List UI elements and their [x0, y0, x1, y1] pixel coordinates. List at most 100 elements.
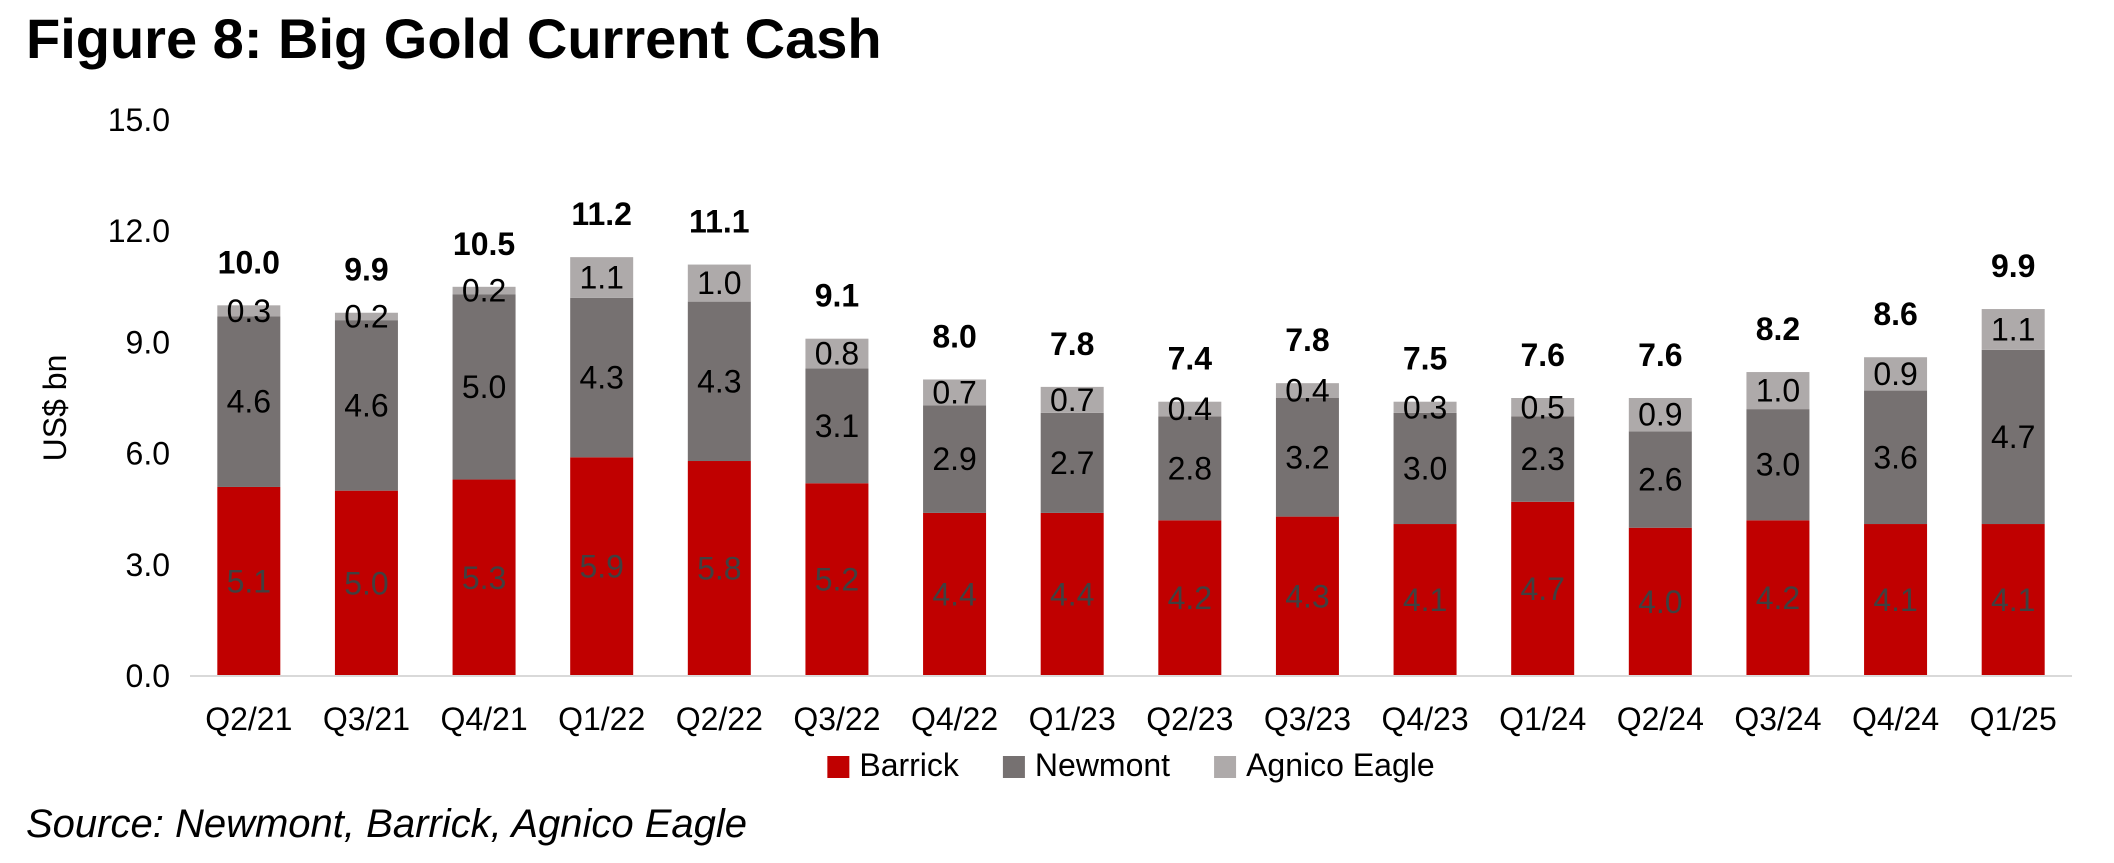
legend-item-barrick: Barrick — [827, 747, 960, 783]
data-label: 4.3 — [1285, 578, 1329, 614]
data-label: 5.3 — [462, 560, 506, 596]
bar-stack: 4.1 4.7 1.1 9.9 — [1981, 248, 2045, 676]
data-label: 5.2 — [815, 562, 859, 598]
bar-segment-agnico-eagle — [805, 338, 869, 369]
bar-segment-agnico-eagle — [1511, 398, 1575, 417]
data-label: 5.0 — [344, 565, 388, 601]
bar-segment-barrick — [217, 486, 281, 676]
bar-segment-agnico-eagle — [923, 379, 987, 406]
x-tick-label: Q2/24 — [1617, 701, 1704, 737]
bar-segment-agnico-eagle — [1746, 372, 1810, 410]
bar-segment-agnico-eagle — [1158, 401, 1222, 417]
data-label: 3.0 — [1403, 450, 1447, 486]
bar-stack: 4.7 2.3 0.5 7.6 — [1511, 337, 1575, 676]
bar-stack: 4.2 3.0 1.0 8.2 — [1746, 311, 1810, 676]
bar-stack: 5.3 5.0 0.2 10.5 — [452, 226, 516, 676]
legend-swatch — [1002, 756, 1025, 778]
data-label: 0.9 — [1638, 397, 1682, 433]
y-tick-label: 6.0 — [126, 436, 170, 472]
data-label: 4.4 — [1050, 576, 1094, 612]
bar-segment-newmont — [1746, 409, 1810, 521]
data-label: 0.7 — [932, 374, 976, 410]
data-label: 4.4 — [932, 576, 976, 612]
bar-segment-newmont — [570, 297, 634, 458]
data-label: 4.7 — [1991, 419, 2035, 455]
bar-segment-agnico-eagle — [1981, 309, 2045, 350]
x-tick-label: Q4/21 — [440, 701, 527, 737]
bar-segment-newmont — [1158, 416, 1222, 521]
legend-label: Agnico Eagle — [1246, 747, 1435, 783]
total-label: 9.9 — [1991, 248, 2035, 284]
y-tick-label: 12.0 — [108, 213, 170, 249]
data-label: 2.6 — [1638, 462, 1682, 498]
legend-label: Newmont — [1035, 747, 1170, 783]
bar-segment-newmont — [923, 405, 987, 513]
data-label: 0.5 — [1520, 389, 1564, 425]
bar-segment-newmont — [687, 301, 751, 462]
x-tick-label: Q3/21 — [323, 701, 410, 737]
bar-segment-agnico-eagle — [217, 305, 281, 317]
data-label: 4.2 — [1168, 580, 1212, 616]
total-label: 9.1 — [815, 278, 859, 314]
data-label: 2.8 — [1168, 450, 1212, 486]
y-tick-label: 0.0 — [126, 658, 170, 694]
total-label: 8.0 — [932, 318, 976, 354]
bar-stack: 4.0 2.6 0.9 7.6 — [1628, 337, 1692, 676]
data-label: 3.6 — [1873, 439, 1917, 475]
data-label: 2.3 — [1520, 441, 1564, 477]
bar-stack: 4.1 3.0 0.3 7.5 — [1393, 341, 1457, 676]
data-label: 4.1 — [1873, 582, 1917, 618]
data-label: 1.0 — [697, 265, 741, 301]
source-note: Source: Newmont, Barrick, Agnico Eagle — [26, 802, 748, 846]
bar-segment-newmont — [1981, 349, 2045, 525]
bar-segment-agnico-eagle — [687, 264, 751, 302]
data-label: 0.2 — [462, 273, 506, 309]
bar-stack: 5.2 3.1 0.8 9.1 — [805, 278, 869, 676]
data-label: 0.4 — [1168, 391, 1212, 427]
bar-segment-barrick — [1864, 524, 1928, 676]
data-label: 0.3 — [227, 293, 271, 329]
total-label: 7.5 — [1403, 341, 1447, 377]
legend-swatch — [1214, 756, 1237, 778]
data-label: 5.8 — [697, 551, 741, 587]
data-label: 5.1 — [227, 563, 271, 599]
bar-segment-barrick — [570, 457, 634, 676]
x-axis: Q2/21 Q3/21 Q4/21 Q1/22 Q2/22 Q3/22 Q4/22 Q1/23… — [190, 675, 2072, 737]
bar-segment-barrick — [1511, 501, 1575, 676]
data-label: 4.1 — [1991, 582, 2035, 618]
total-label: 7.8 — [1285, 322, 1329, 358]
legend-label: Barrick — [859, 747, 960, 783]
total-label: 7.8 — [1050, 326, 1094, 362]
x-tick-label: Q1/25 — [1970, 701, 2057, 737]
bar-segment-agnico-eagle — [1628, 398, 1692, 432]
data-label: 3.1 — [815, 408, 859, 444]
data-label: 2.9 — [932, 441, 976, 477]
data-label: 4.6 — [227, 384, 271, 420]
x-tick-label: Q2/23 — [1146, 701, 1233, 737]
y-tick-label: 3.0 — [126, 547, 170, 583]
bar-segment-barrick — [334, 490, 398, 676]
data-label: 5.9 — [579, 549, 623, 585]
bar-segment-newmont — [1628, 431, 1692, 528]
bars-layer: 5.14.60.310.05.04.60.29.95.35.00.210.55.… — [217, 196, 2045, 676]
total-label: 11.1 — [689, 204, 750, 240]
y-axis-label: US$ bn — [37, 355, 73, 462]
data-label: 0.8 — [815, 336, 859, 372]
bar-segment-barrick — [805, 483, 869, 676]
y-tick-label: 9.0 — [126, 324, 170, 360]
x-tick-label: Q3/22 — [793, 701, 880, 737]
bar-segment-newmont — [1864, 390, 1928, 525]
total-label: 8.6 — [1873, 296, 1917, 332]
bar-stack: 4.1 3.6 0.9 8.6 — [1864, 296, 1928, 676]
bar-segment-barrick — [923, 512, 987, 676]
bar-segment-newmont — [1511, 416, 1575, 502]
x-tick-label: Q1/22 — [558, 701, 645, 737]
legend-swatch — [827, 756, 850, 778]
x-tick-label: Q3/24 — [1734, 701, 1821, 737]
bar-stack: 4.4 2.7 0.7 7.8 — [1040, 326, 1104, 676]
y-tick-label: 15.0 — [108, 102, 170, 138]
data-label: 4.6 — [344, 387, 388, 423]
data-label: 1.0 — [1756, 373, 1800, 409]
bar-segment-newmont — [1393, 412, 1457, 525]
